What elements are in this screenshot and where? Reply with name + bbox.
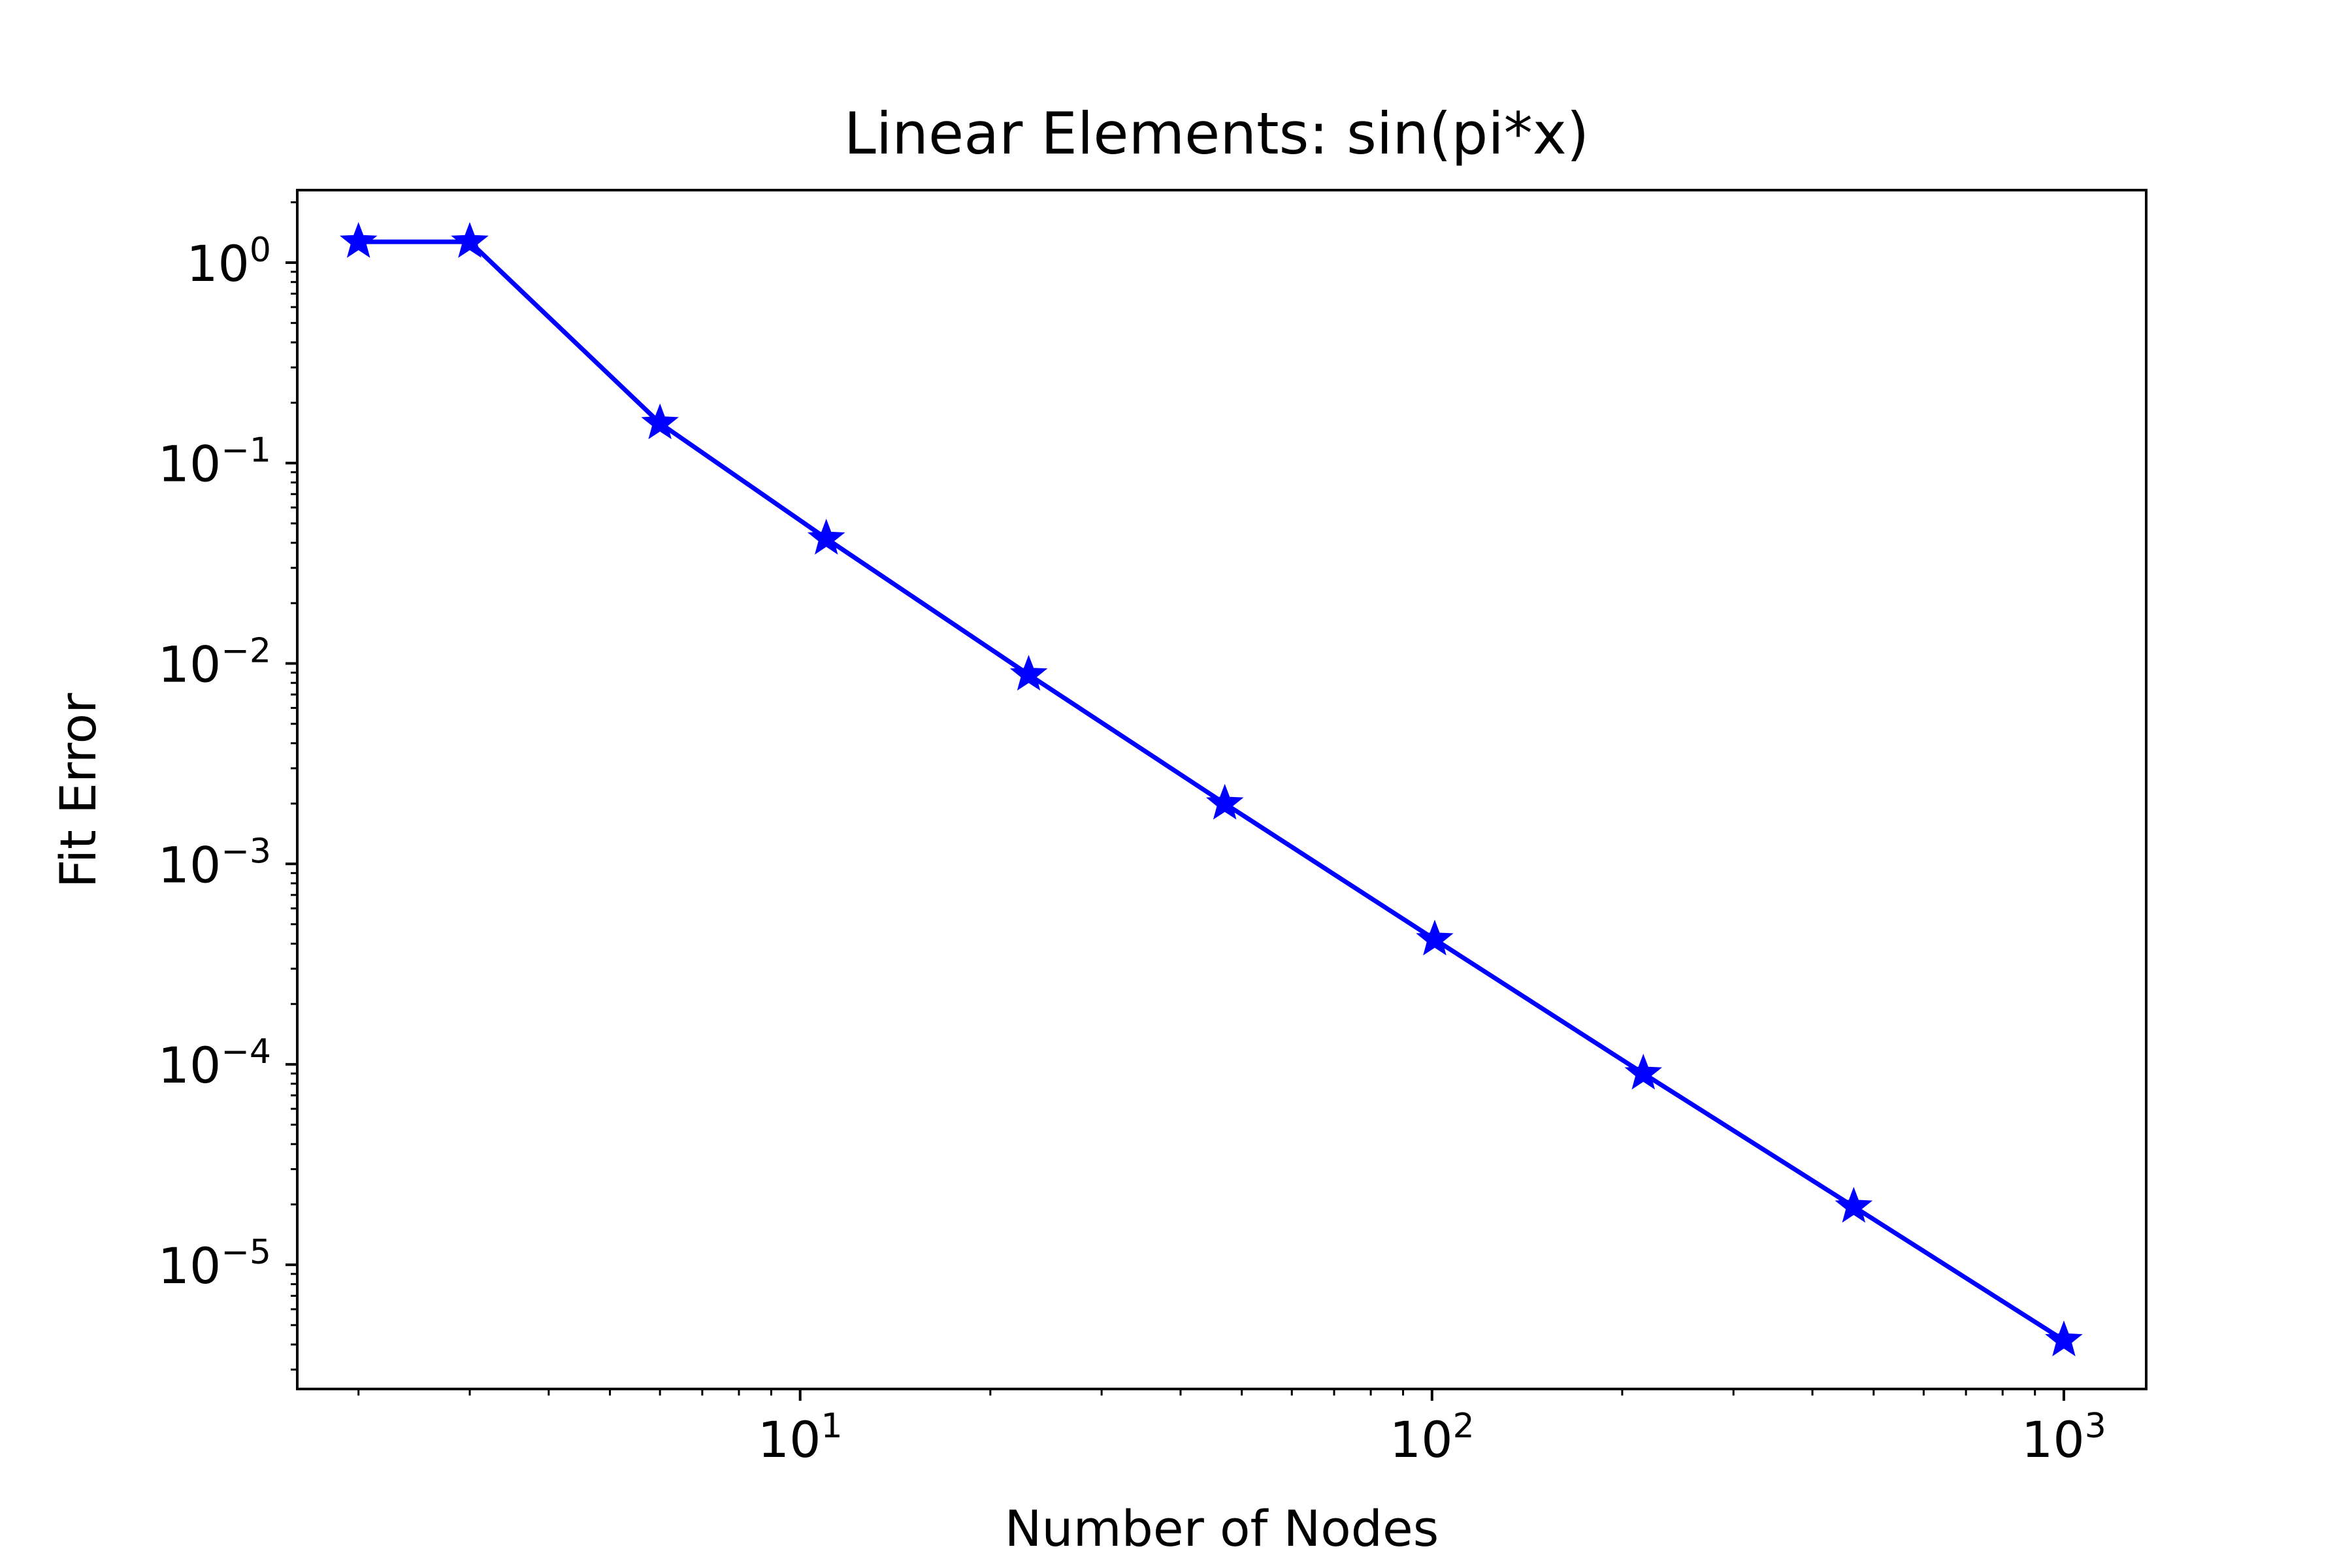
- x-tick-label: 101: [758, 1407, 843, 1469]
- data-point: [1205, 783, 1244, 820]
- data-point: [451, 221, 489, 258]
- series-line: [358, 239, 2065, 1343]
- y-axis-tick-labels: 100 10−1 10−2 10−3 10−4 10−5: [158, 231, 271, 1295]
- data-point: [1009, 655, 1048, 691]
- data-point: [807, 519, 845, 555]
- chart-title: Linear Elements: sin(pi*x): [844, 100, 1589, 167]
- x-axis-tick-labels: 101 102 103: [758, 1407, 2106, 1469]
- plot-area-frame: [296, 189, 2148, 1390]
- series-markers: [339, 221, 2083, 1356]
- y-tick-label: 10−4: [158, 1032, 271, 1094]
- data-point: [641, 403, 679, 440]
- x-axis-minor-ticks: [357, 1389, 2036, 1396]
- y-tick-label: 10−2: [158, 632, 271, 694]
- x-axis-major-ticks: [798, 1389, 2065, 1401]
- y-tick-label: 10−5: [158, 1233, 271, 1295]
- y-tick-label: 100: [186, 231, 271, 293]
- data-point: [1624, 1053, 1663, 1090]
- series-fit-error: [339, 221, 2083, 1356]
- data-point: [2045, 1320, 2083, 1356]
- data-point: [1416, 919, 1454, 956]
- y-axis-label: Fit Error: [49, 693, 107, 888]
- y-tick-label: 10−1: [158, 431, 271, 493]
- x-tick-label: 102: [1390, 1407, 1475, 1469]
- y-axis-minor-ticks: [291, 201, 297, 1371]
- x-tick-label: 103: [2021, 1407, 2106, 1469]
- data-point: [339, 221, 378, 258]
- data-point: [1835, 1186, 1873, 1223]
- y-tick-label: 10−3: [158, 832, 271, 894]
- y-axis-major-ticks: [286, 261, 297, 1266]
- x-axis-label: Number of Nodes: [1005, 1499, 1439, 1558]
